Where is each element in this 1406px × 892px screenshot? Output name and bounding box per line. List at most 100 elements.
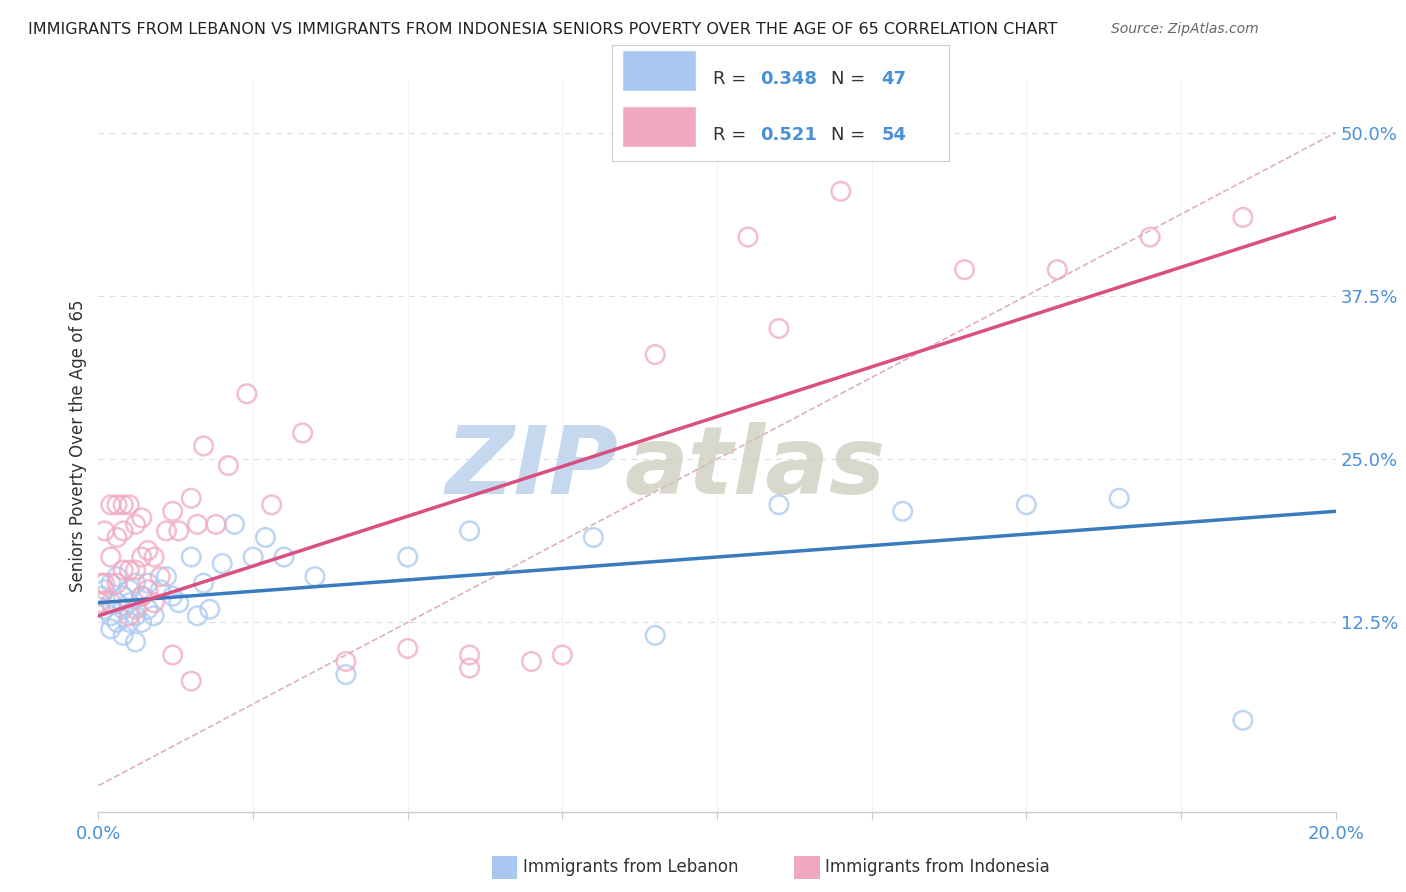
Point bbox=[90, 576, 112, 591]
Point bbox=[93, 576, 115, 591]
Point bbox=[118, 596, 141, 610]
Point bbox=[100, 596, 122, 610]
Point bbox=[136, 576, 159, 591]
Point bbox=[149, 582, 172, 597]
Point bbox=[131, 511, 153, 525]
Text: R =: R = bbox=[713, 70, 752, 88]
Point bbox=[396, 549, 419, 564]
Point bbox=[124, 576, 146, 591]
Point bbox=[953, 262, 976, 277]
Point bbox=[1108, 491, 1130, 506]
Point bbox=[131, 589, 153, 603]
Point bbox=[118, 582, 141, 597]
Point bbox=[105, 498, 128, 512]
Point bbox=[211, 557, 233, 571]
Point bbox=[105, 615, 128, 630]
Point bbox=[458, 524, 481, 538]
Point bbox=[112, 563, 135, 577]
Point bbox=[737, 230, 759, 244]
Point bbox=[131, 615, 153, 630]
Point bbox=[291, 425, 314, 440]
Point bbox=[582, 530, 605, 544]
Point bbox=[217, 458, 239, 473]
Point bbox=[136, 602, 159, 616]
Point bbox=[100, 549, 122, 564]
Point bbox=[155, 569, 177, 583]
Point bbox=[891, 504, 914, 518]
Point bbox=[143, 608, 166, 623]
Point bbox=[131, 589, 153, 603]
Point bbox=[112, 602, 135, 616]
Point bbox=[396, 641, 419, 656]
Text: 0.521: 0.521 bbox=[761, 126, 817, 144]
Text: N =: N = bbox=[831, 70, 870, 88]
Point bbox=[335, 655, 357, 669]
Point bbox=[105, 596, 128, 610]
Text: 0.348: 0.348 bbox=[761, 70, 817, 88]
Point bbox=[162, 504, 184, 518]
Point bbox=[105, 530, 128, 544]
Point bbox=[260, 498, 283, 512]
Text: Source: ZipAtlas.com: Source: ZipAtlas.com bbox=[1111, 22, 1258, 37]
Y-axis label: Seniors Poverty Over the Age of 65: Seniors Poverty Over the Age of 65 bbox=[69, 300, 87, 592]
FancyBboxPatch shape bbox=[621, 106, 696, 146]
Point bbox=[180, 674, 202, 689]
Point bbox=[93, 602, 115, 616]
Text: 54: 54 bbox=[882, 126, 907, 144]
Point bbox=[304, 569, 326, 583]
Point bbox=[112, 524, 135, 538]
Point bbox=[551, 648, 574, 662]
Point bbox=[124, 602, 146, 616]
Text: IMMIGRANTS FROM LEBANON VS IMMIGRANTS FROM INDONESIA SENIORS POVERTY OVER THE AG: IMMIGRANTS FROM LEBANON VS IMMIGRANTS FR… bbox=[28, 22, 1057, 37]
Point bbox=[136, 543, 159, 558]
Point bbox=[124, 608, 146, 623]
Point bbox=[224, 517, 246, 532]
Point bbox=[644, 628, 666, 642]
Point bbox=[242, 549, 264, 564]
Point bbox=[162, 648, 184, 662]
Text: 47: 47 bbox=[882, 70, 907, 88]
Point bbox=[167, 596, 190, 610]
Point bbox=[273, 549, 295, 564]
Point bbox=[118, 608, 141, 623]
Point bbox=[112, 628, 135, 642]
Point bbox=[100, 622, 122, 636]
Point bbox=[644, 348, 666, 362]
Point bbox=[1232, 211, 1254, 225]
Point bbox=[105, 569, 128, 583]
Point bbox=[155, 524, 177, 538]
Point bbox=[112, 589, 135, 603]
Point bbox=[193, 576, 215, 591]
Text: R =: R = bbox=[713, 126, 758, 144]
Point bbox=[198, 602, 221, 616]
Point bbox=[1232, 714, 1254, 728]
Point bbox=[93, 582, 115, 597]
Point bbox=[236, 386, 259, 401]
Text: atlas: atlas bbox=[624, 422, 886, 514]
Point bbox=[186, 517, 208, 532]
Text: N =: N = bbox=[831, 126, 870, 144]
Point bbox=[136, 582, 159, 597]
Point bbox=[1015, 498, 1038, 512]
Point bbox=[768, 321, 790, 335]
Point bbox=[180, 549, 202, 564]
Point bbox=[143, 549, 166, 564]
Point bbox=[105, 576, 128, 591]
Point bbox=[131, 549, 153, 564]
Point bbox=[149, 569, 172, 583]
Point bbox=[100, 498, 122, 512]
Point bbox=[205, 517, 228, 532]
Point bbox=[254, 530, 277, 544]
Point bbox=[458, 648, 481, 662]
Point bbox=[100, 608, 122, 623]
Point bbox=[112, 498, 135, 512]
Point bbox=[1046, 262, 1069, 277]
Point bbox=[180, 491, 202, 506]
Point bbox=[124, 517, 146, 532]
Point bbox=[167, 524, 190, 538]
Point bbox=[335, 667, 357, 681]
Point bbox=[520, 655, 543, 669]
Point bbox=[118, 615, 141, 630]
Text: Immigrants from Lebanon: Immigrants from Lebanon bbox=[523, 858, 738, 876]
FancyBboxPatch shape bbox=[621, 50, 696, 91]
